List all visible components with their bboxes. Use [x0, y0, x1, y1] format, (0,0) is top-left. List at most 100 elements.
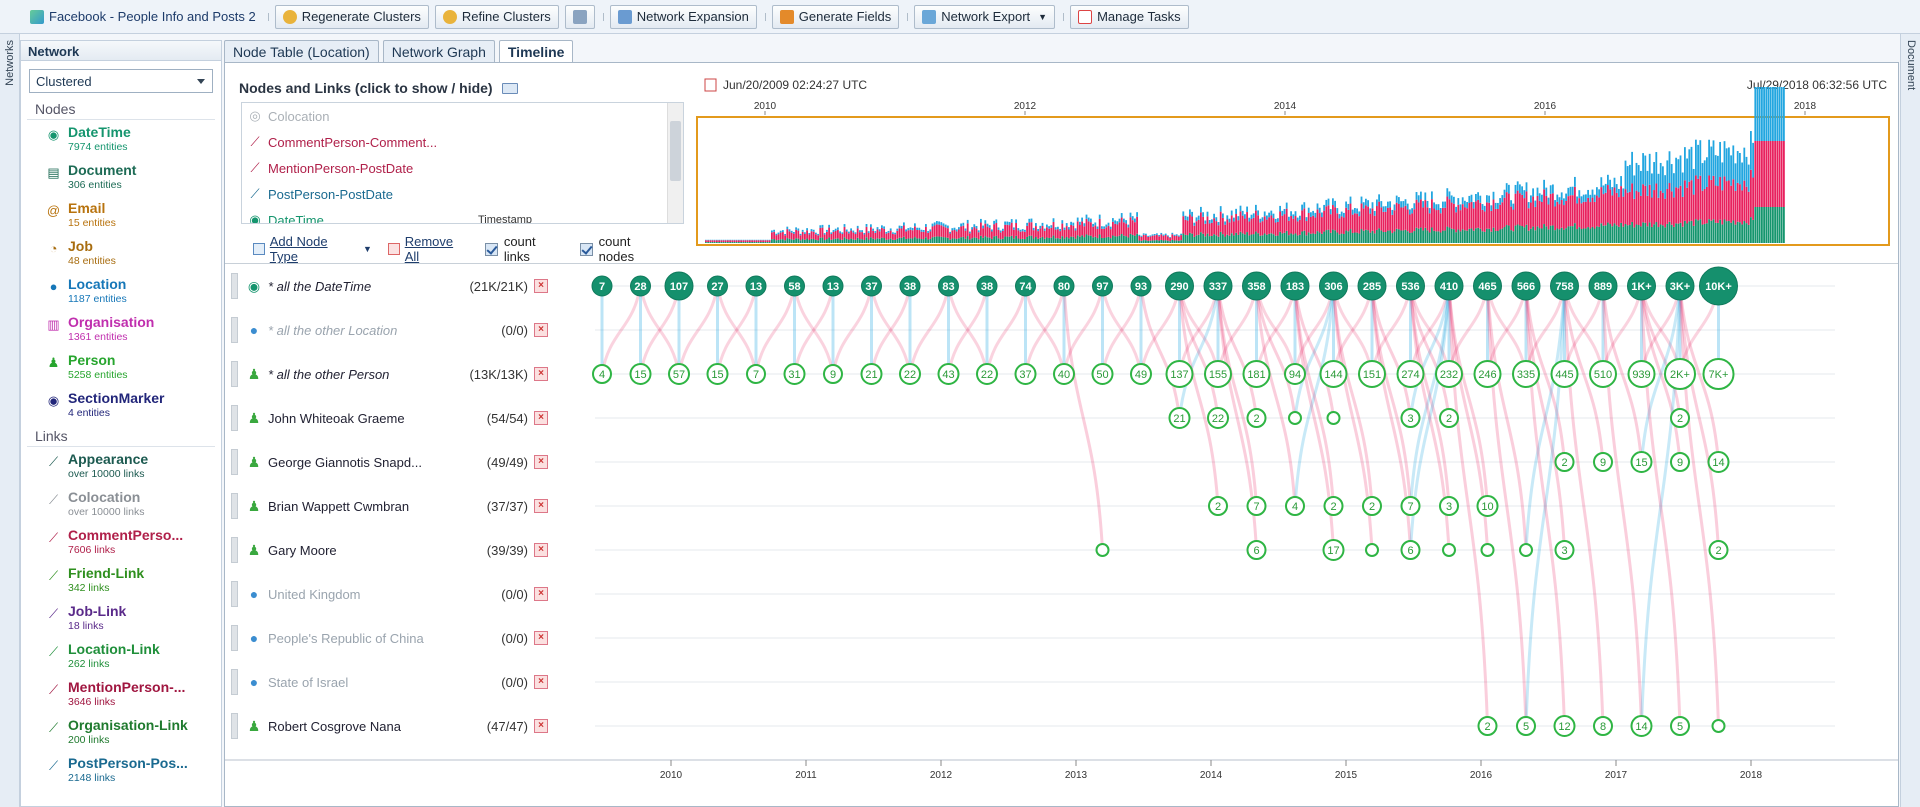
bar-datetime: [1059, 238, 1061, 243]
book-icon[interactable]: [501, 82, 518, 94]
count-nodes-checkbox[interactable]: count nodes: [579, 234, 668, 264]
sidebar-node-organisation[interactable]: ▥ Organisation 1361 entities: [21, 310, 221, 348]
sidebar-link-8[interactable]: ⟋ PostPerson-Pos... 2148 links: [21, 751, 221, 789]
sidebar-node-job[interactable]: ◔ Job 48 entities: [21, 234, 221, 272]
remove-all-button[interactable]: Remove All: [387, 234, 469, 264]
network-export-button[interactable]: Network Export ▼: [914, 4, 1056, 29]
bar-post: [1345, 201, 1347, 208]
network-title-button[interactable]: Facebook - People Info and Posts 2: [26, 5, 260, 29]
timeline-row-2[interactable]: ♟ * all the other Person (13K/13K) ×: [225, 352, 555, 396]
remove-row-button[interactable]: ×: [534, 543, 548, 557]
row-drag-handle[interactable]: [231, 273, 238, 299]
remove-row-button[interactable]: ×: [534, 411, 548, 425]
timeline-row-6[interactable]: ♟ Gary Moore (39/39) ×: [225, 528, 555, 572]
remove-row-button[interactable]: ×: [534, 719, 548, 733]
sidebar-link-1[interactable]: ⟋ Colocation over 10000 links: [21, 485, 221, 523]
regenerate-clusters-button[interactable]: Regenerate Clusters: [274, 4, 429, 29]
legend-item[interactable]: ◉ DateTime Timestamp: [242, 207, 683, 223]
remove-row-button[interactable]: ×: [534, 631, 548, 645]
bar-post: [777, 232, 780, 235]
legend-list[interactable]: ◎ Colocation ⟋ CommentPerson-Comment... ⟋ Men…: [241, 102, 684, 224]
legend-scrollbar[interactable]: [667, 103, 683, 223]
remove-row-button[interactable]: ×: [534, 587, 548, 601]
bar-datetime: [1662, 225, 1664, 243]
row-drag-handle[interactable]: [231, 581, 238, 607]
row-drag-handle[interactable]: [231, 493, 238, 519]
tab-timeline[interactable]: Timeline: [498, 40, 574, 62]
datetime-node-count: 80: [1058, 281, 1070, 293]
legend-item[interactable]: ◎ Colocation: [242, 103, 683, 129]
time-bar-chart[interactable]: Jun/20/2009 02:24:27 UTC Jul/29/2018 06:3…: [695, 77, 1895, 247]
person-event-node: [1553, 715, 1576, 737]
generate-fields-button[interactable]: Generate Fields: [771, 4, 900, 29]
bar-post: [1609, 179, 1611, 190]
sidebar-link-3[interactable]: ⟋ Friend-Link 342 links: [21, 561, 221, 599]
remove-row-button[interactable]: ×: [534, 367, 548, 381]
timeline-row-7[interactable]: ● United Kingdom (0/0) ×: [225, 572, 555, 616]
sidebar-link-5[interactable]: ⟋ Location-Link 262 links: [21, 637, 221, 675]
time-bar[interactable]: Jun/20/2009 02:24:27 UTC Jul/29/2018 06:3…: [695, 77, 1895, 247]
remove-row-button[interactable]: ×: [534, 323, 548, 337]
sidebar-link-2[interactable]: ⟋ CommentPerso... 7606 links: [21, 523, 221, 561]
remove-row-button[interactable]: ×: [534, 279, 548, 293]
bar-datetime: [1461, 229, 1464, 243]
timeline-row-3[interactable]: ♟ John Whiteoak Graeme (54/54) ×: [225, 396, 555, 440]
add-node-type-button[interactable]: Add Node Type ▼: [253, 234, 372, 264]
remove-row-button[interactable]: ×: [534, 499, 548, 513]
timeline-row-5[interactable]: ♟ Brian Wappett Cwmbran (37/37) ×: [225, 484, 555, 528]
person-node: [1435, 360, 1463, 388]
datetime-node: [1627, 271, 1656, 301]
row-drag-handle[interactable]: [231, 625, 238, 651]
legend-item[interactable]: ⟋ CommentPerson-Comment...: [242, 129, 683, 155]
row-drag-handle[interactable]: [231, 669, 238, 695]
bar-mention: [1332, 205, 1334, 230]
row-drag-handle[interactable]: [231, 713, 238, 739]
network-expansion-button[interactable]: Network Expansion: [609, 4, 757, 29]
row-drag-handle[interactable]: [231, 361, 238, 387]
sidebar-node-sectionmarker[interactable]: ◉ SectionMarker 4 entities: [21, 386, 221, 424]
sidebar-link-7[interactable]: ⟋ Organisation-Link 200 links: [21, 713, 221, 751]
person-node-count: 274: [1401, 369, 1419, 381]
timeline-row-0[interactable]: ◉ * all the DateTime (21K/21K) ×: [225, 264, 555, 308]
bar-mention: [1041, 225, 1044, 237]
legend-item[interactable]: ⟋ MentionPerson-PostDate: [242, 155, 683, 181]
remove-row-button[interactable]: ×: [534, 675, 548, 689]
sidebar-link-0[interactable]: ⟋ Appearance over 10000 links: [21, 447, 221, 485]
row-drag-handle[interactable]: [231, 405, 238, 431]
row-drag-handle[interactable]: [231, 537, 238, 563]
timeline-row-9[interactable]: ● State of Israel (0/0) ×: [225, 660, 555, 704]
networks-edge-panel[interactable]: » Networks: [0, 0, 20, 807]
scrollbar-thumb[interactable]: [670, 121, 681, 181]
manage-tasks-button[interactable]: Manage Tasks: [1070, 4, 1189, 29]
document-edge-panel[interactable]: « Document: [1900, 0, 1920, 807]
bar-datetime: [1101, 237, 1103, 243]
count-links-checkbox[interactable]: count links: [485, 234, 564, 264]
timeline-row-1[interactable]: ● * all the other Location (0/0) ×: [225, 308, 555, 352]
network-mode-select[interactable]: Clustered: [29, 69, 213, 93]
link-curve: [1255, 285, 1297, 419]
row-drag-handle[interactable]: [231, 317, 238, 343]
sidebar-node-email[interactable]: @ Email 15 entities: [21, 196, 221, 234]
sidebar-link-6[interactable]: ⟋ MentionPerson-... 3646 links: [21, 675, 221, 713]
timeline-row-10[interactable]: ♟ Robert Cosgrove Nana (47/47) ×: [225, 704, 555, 748]
sidebar-node-document[interactable]: ▤ Document 306 entities: [21, 158, 221, 196]
person-node: [1473, 360, 1502, 388]
cluster-settings-button[interactable]: [564, 4, 595, 29]
person-node-count: 37: [1019, 369, 1031, 381]
legend-item[interactable]: ⟋ PostPerson-PostDate: [242, 181, 683, 207]
sidebar-node-datetime[interactable]: ◉ DateTime 7974 entities: [21, 120, 221, 158]
remove-row-button[interactable]: ×: [534, 455, 548, 469]
timeline-row-4[interactable]: ♟ George Giannotis Snapd... (49/49) ×: [225, 440, 555, 484]
sidebar-node-person[interactable]: ♟ Person 5258 entities: [21, 348, 221, 386]
tab-node-table[interactable]: Node Table (Location): [224, 40, 379, 62]
bar-mention: [1477, 199, 1479, 228]
refine-clusters-button[interactable]: Refine Clusters: [434, 4, 559, 29]
timeline-row-8[interactable]: ● People's Republic of China (0/0) ×: [225, 616, 555, 660]
tab-network-graph[interactable]: Network Graph: [382, 40, 495, 62]
sidebar-link-4[interactable]: ⟋ Job-Link 18 links: [21, 599, 221, 637]
bar-mention: [720, 240, 723, 243]
bar-datetime: [971, 238, 973, 243]
sidebar-node-location[interactable]: ● Location 1187 entities: [21, 272, 221, 310]
row-drag-handle[interactable]: [231, 449, 238, 475]
